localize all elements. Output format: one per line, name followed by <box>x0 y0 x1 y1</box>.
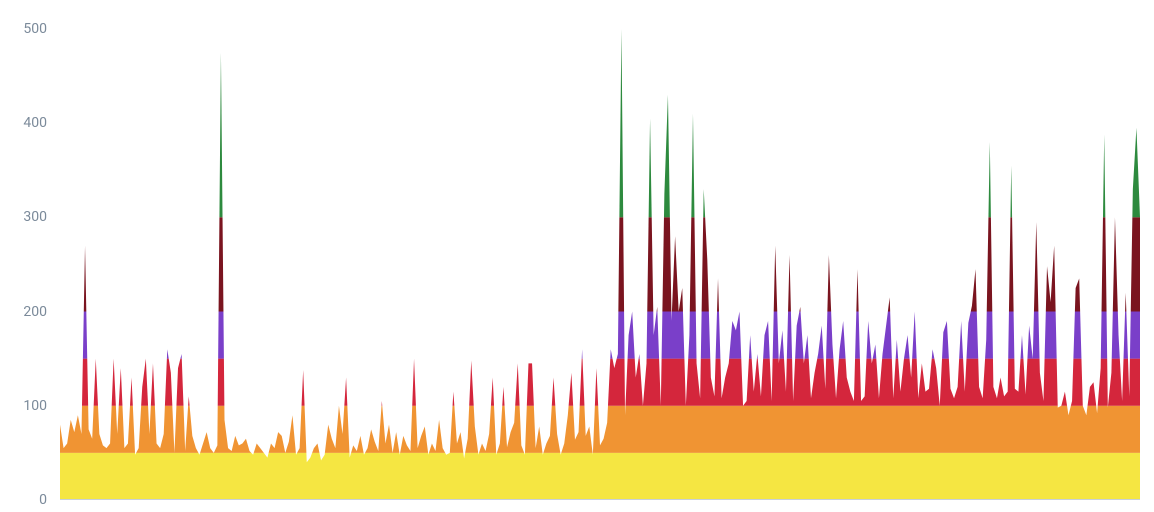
y-tick-label: 0 <box>39 492 47 508</box>
y-tick-label: 300 <box>23 209 47 225</box>
x-axis-line <box>60 499 1140 500</box>
y-tick-label: 500 <box>23 21 47 37</box>
y-tick-label: 100 <box>23 398 47 414</box>
y-tick-label: 400 <box>23 115 47 131</box>
y-axis: 0100200300400500 <box>0 10 55 500</box>
chart-plot-area <box>60 10 1140 500</box>
y-tick-label: 200 <box>23 304 47 320</box>
chart-svg <box>60 10 1140 500</box>
